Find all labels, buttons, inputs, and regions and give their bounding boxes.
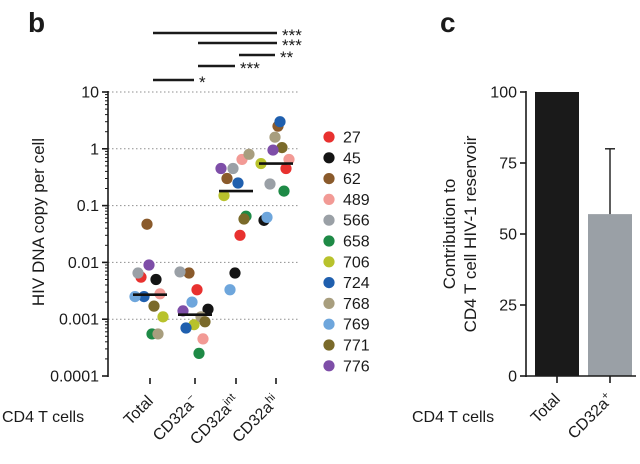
panel-b-point-donor-776 — [143, 259, 155, 271]
panel-c-y-tick-label: 25 — [499, 298, 517, 315]
panel-b-data-points — [129, 116, 295, 359]
panel-b-point-donor-724 — [180, 322, 192, 334]
panel-b-significance-label: ** — [280, 48, 294, 67]
panel-b-legend-marker-768 — [323, 297, 335, 309]
panel-c-letter: c — [440, 7, 456, 38]
panel-b-point-donor-724 — [232, 177, 244, 189]
panel-b-legend-marker-658 — [323, 235, 335, 247]
panel-b-point-donor-706 — [218, 189, 230, 202]
panel-b-legend-marker-771 — [323, 339, 335, 351]
panel-b-point-donor-769 — [186, 296, 198, 308]
panel-c-y-axis: 0 25 50 75 100 — [490, 85, 527, 386]
panel-c-y-tick-label: 75 — [499, 156, 517, 173]
panel-b-point-donor-771 — [276, 141, 288, 154]
panel-c-x-tick-label: CD32a+ — [564, 389, 617, 442]
panel-b-point-donor-658 — [278, 185, 290, 197]
panel-b-point-donor-658 — [193, 347, 205, 359]
panel-b-row-label: CD4 T cells — [2, 409, 84, 426]
panel-c-x-axis: Total CD32a+ — [526, 375, 636, 443]
panel-b-y-tick-label: 0.001 — [59, 312, 99, 329]
panel-b-legend-marker-27 — [323, 131, 335, 143]
panel-b-point-donor-724 — [274, 116, 286, 128]
panel-b-y-tick-label: 0.1 — [77, 198, 99, 215]
panel-b-point-donor-566 — [227, 162, 239, 175]
panel-b-legend-label-658: 658 — [343, 234, 370, 251]
panel-b-point-donor-768 — [269, 131, 281, 143]
panel-b-legend-label-489: 489 — [343, 192, 370, 209]
panel-b-point-donor-45 — [229, 267, 241, 279]
panel-b-point-donor-566 — [132, 267, 144, 279]
panel-b-point-donor-771 — [199, 316, 211, 328]
panel-b-point-donor-566 — [174, 266, 186, 278]
panel-b-significance-label: *** — [240, 59, 260, 78]
panel-b-legend-label-776: 776 — [343, 358, 370, 375]
panel-b-point-donor-489 — [283, 153, 295, 166]
panel-b-point-donor-62 — [183, 267, 195, 279]
panel-c-y-tick-label: 100 — [490, 85, 517, 102]
panel-b-point-donor-566 — [264, 178, 276, 190]
panel-b-letter: b — [28, 7, 45, 38]
panel-c-y-axis-title-line-1: Contribution to — [440, 179, 459, 290]
panel-b-legend-label-27: 27 — [343, 130, 361, 147]
panel-b-legend-label-771: 771 — [343, 338, 370, 355]
panel-b-y-axis: 10 1 0.1 0.01 0.001 0.0001 — [50, 85, 109, 386]
panel-b-point-donor-768 — [243, 148, 255, 160]
panel-b-point-donor-27 — [191, 284, 203, 296]
panel-b-point-donor-771 — [238, 213, 250, 225]
panel-b-y-tick-label: 10 — [81, 85, 99, 102]
panel-b-point-donor-27 — [234, 229, 246, 241]
panel-b-legend-label-768: 768 — [343, 296, 370, 313]
panel-b-y-axis-title: HIV DNA copy per cell — [29, 138, 48, 306]
panel-b-point-donor-27 — [280, 162, 292, 175]
panel-b-y-tick-label: 0.0001 — [50, 369, 99, 386]
panel-b-median-lines — [133, 162, 293, 317]
panel-c-y-tick-label: 50 — [499, 227, 517, 244]
panel-b-point-donor-62 — [221, 172, 233, 185]
panel-b-legend-label-769: 769 — [343, 317, 370, 334]
panel-b-point-donor-771 — [148, 300, 160, 312]
panel-b-significance-label: *** — [282, 26, 302, 45]
panel-b-legend-marker-776 — [323, 360, 335, 372]
panel-b-point-donor-45 — [202, 303, 214, 315]
panel-c-row-label: CD4 T cells — [412, 409, 494, 426]
panel-b-legend-label-566: 566 — [343, 213, 370, 230]
panel-b-legend-label-45: 45 — [343, 150, 361, 167]
panel-b-legend-label-724: 724 — [343, 275, 370, 292]
panel-b-legend-marker-724 — [323, 277, 335, 289]
panel-b-legend-marker-62 — [323, 173, 335, 185]
panel-b-significance-bars: ************ — [153, 26, 302, 92]
panel-b-point-donor-45 — [150, 273, 162, 286]
panel-b-point-donor-769 — [224, 284, 236, 296]
panel-b-point-donor-776 — [267, 144, 279, 156]
panel-c-x-tick-label: Total — [528, 391, 564, 427]
panel-c-bar-cd32a-plus — [588, 214, 632, 376]
panel-b-legend-marker-706 — [323, 256, 335, 268]
panel-b-significance-label: *** — [282, 36, 302, 55]
panel-b-point-donor-489 — [197, 333, 209, 345]
panel-b-point-donor-769 — [261, 211, 273, 223]
panel-b-legend: 27 45 62 489 566 658 706 724 768 769 771 776 — [323, 130, 370, 375]
panel-b-legend-marker-566 — [323, 214, 335, 226]
panel-c-y-tick-label: 0 — [508, 369, 517, 386]
panel-c-y-axis-title-line-2: CD4 T cell HIV-1 reservoir — [461, 135, 480, 332]
panel-b-y-tick-label: 0.01 — [68, 255, 99, 272]
panel-b-point-donor-62 — [141, 218, 153, 230]
panel-b-gridlines — [108, 91, 300, 320]
panel-b-significance-label: * — [199, 73, 206, 92]
panel-b-legend-marker-769 — [323, 318, 335, 330]
panel-b-point-donor-769 — [129, 290, 141, 303]
panel-c-bars — [535, 92, 632, 376]
panel-b-point-donor-706 — [157, 311, 169, 323]
panel-b-legend-label-62: 62 — [343, 171, 361, 188]
panel-b-x-tick-label: Total — [121, 393, 157, 429]
panel-b-legend-label-706: 706 — [343, 254, 370, 271]
panel-b-legend-marker-489 — [323, 193, 335, 205]
panel-c-bar-total — [535, 92, 579, 376]
panel-b-point-donor-768 — [152, 328, 164, 340]
panel-b-point-donor-776 — [215, 162, 227, 175]
panel-b-y-tick-label: 1 — [90, 141, 99, 158]
panel-b-legend-marker-45 — [323, 152, 335, 164]
